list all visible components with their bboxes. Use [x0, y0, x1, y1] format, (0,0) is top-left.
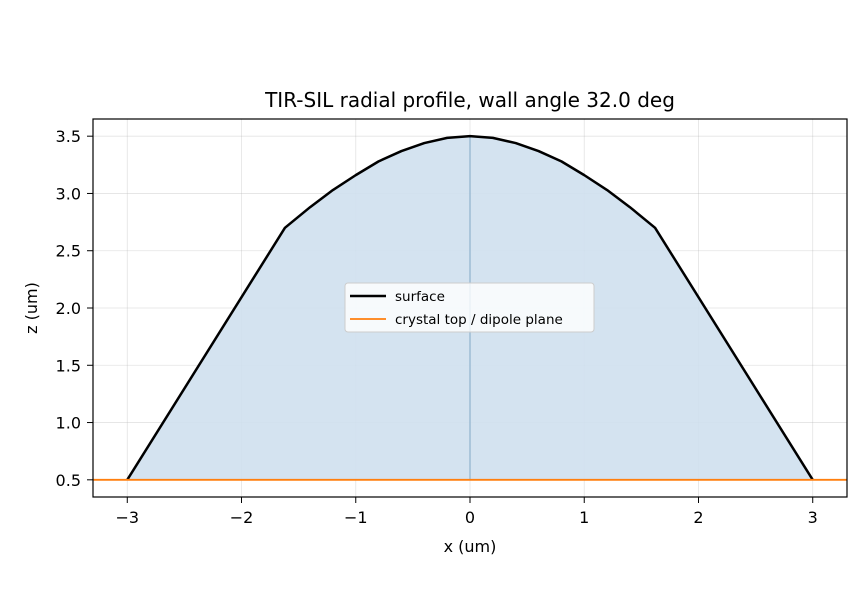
x-tick-label: −1 [344, 508, 368, 527]
x-axis-label: x (um) [444, 537, 497, 556]
chart-title: TIR-SIL radial profile, wall angle 32.0 … [264, 88, 675, 112]
axes: −3 −2 −1 0 1 2 3 0.5 1.0 1.5 2.0 2.5 3.0 3.5 [56, 118, 848, 527]
x-tick-label: 3 [808, 508, 818, 527]
y-tick-label: 2.0 [56, 299, 81, 318]
legend-box [344, 282, 595, 333]
x-tick-label: 2 [693, 508, 703, 527]
legend-label-crystal-top: crystal top / dipole plane [395, 312, 563, 328]
y-tick-label: 1.5 [56, 356, 81, 375]
y-tick-label: 0.5 [56, 471, 81, 490]
legend-label-surface: surface [395, 289, 445, 305]
y-tick-label: 3.5 [56, 127, 81, 146]
x-tick-label: 0 [465, 508, 475, 527]
y-axis-label: z (um) [22, 282, 41, 334]
y-tick-label: 1.0 [56, 414, 81, 433]
x-tick-label: −2 [230, 508, 254, 527]
y-tick-label: 3.0 [56, 184, 81, 203]
legend: surface crystal top / dipole plane [344, 282, 595, 333]
x-tick-label: 1 [579, 508, 589, 527]
y-tick-label: 2.5 [56, 242, 81, 261]
x-tick-label: −3 [115, 508, 139, 527]
